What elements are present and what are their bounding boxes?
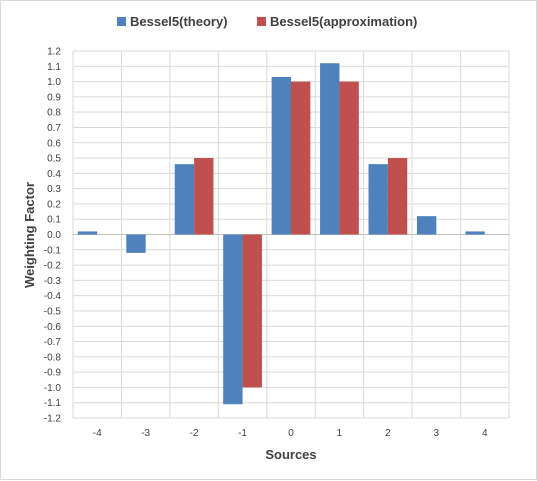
bar-series-1-cat-1 xyxy=(320,63,340,235)
bar-series-1-cat-3 xyxy=(416,216,437,235)
bar-series-1-cat-0 xyxy=(271,76,291,235)
y-tick-label: -0.6 xyxy=(44,322,62,333)
y-tick-label: 0.0 xyxy=(47,230,61,241)
y-tick-label: -1.1 xyxy=(44,398,62,409)
x-tick-label: -1 xyxy=(238,428,247,439)
x-tick-label: 1 xyxy=(337,428,343,439)
legend-swatch-2 xyxy=(257,17,266,26)
legend-label-2: Bessel5(approximation) xyxy=(270,14,417,29)
bar-series-1-cat--3 xyxy=(126,234,146,253)
y-tick-label: -1.2 xyxy=(44,414,62,425)
x-tick-label: 3 xyxy=(434,428,440,439)
bar-series-1-cat-4 xyxy=(465,231,485,235)
x-tick-label: -4 xyxy=(93,428,102,439)
y-tick-label: 0.9 xyxy=(47,92,61,103)
y-tick-labels: 1.2 1.1 1.0 0.9 0.8 0.7 0.6 0.5 0.4 0.3 0.2 0.1 0.0 -… xyxy=(44,47,62,425)
legend-swatch-1 xyxy=(117,17,126,26)
y-tick-label: -0.4 xyxy=(44,291,62,302)
legend: Bessel5(theory) Bessel5(approximation) xyxy=(117,14,417,29)
bar-series-2-cat-0 xyxy=(291,81,311,235)
y-tick-label: -1.0 xyxy=(44,383,62,394)
y-tick-label: -0.1 xyxy=(44,245,62,256)
y-tick-label: 0.8 xyxy=(47,108,61,119)
bar-series-1-cat-2 xyxy=(368,164,388,235)
x-tick-labels: -4 -3 -2 -1 0 1 2 3 4 xyxy=(93,428,488,439)
y-tick-label: 0.3 xyxy=(47,184,61,195)
y-tick-label: -0.7 xyxy=(44,337,62,348)
bar-series-1-cat--4 xyxy=(77,231,98,235)
legend-label-1: Bessel5(theory) xyxy=(130,14,228,29)
bar-series-2-cat--2 xyxy=(194,158,214,235)
y-tick-label: 1.1 xyxy=(47,62,61,73)
bar-series-1-cat--2 xyxy=(174,164,195,235)
y-tick-label: 1.0 xyxy=(47,77,61,88)
y-tick-label: 0.5 xyxy=(47,154,61,165)
y-tick-label: -0.8 xyxy=(44,352,62,363)
x-tick-label: -2 xyxy=(190,428,199,439)
x-tick-label: 4 xyxy=(482,428,488,439)
bars xyxy=(77,63,485,405)
bar-series-2-cat-1 xyxy=(339,81,359,235)
bar-series-1-cat--1 xyxy=(223,234,243,405)
y-tick-label: -0.2 xyxy=(44,261,62,272)
x-axis-title: Sources xyxy=(265,447,316,462)
x-tick-label: -3 xyxy=(141,428,150,439)
y-tick-label: 0.2 xyxy=(47,199,61,210)
y-tick-label: -0.9 xyxy=(44,368,62,379)
x-tick-label: 0 xyxy=(288,428,294,439)
y-tick-label: -0.5 xyxy=(44,306,62,317)
y-tick-label: -0.3 xyxy=(44,276,62,287)
y-tick-label: 0.1 xyxy=(47,215,61,226)
bar-series-2-cat--1 xyxy=(242,234,262,388)
bar-series-2-cat-2 xyxy=(387,158,408,235)
y-axis-title: Weighting Factor xyxy=(22,182,37,288)
y-tick-label: 0.7 xyxy=(47,123,61,134)
y-tick-label: 0.4 xyxy=(47,169,61,180)
y-tick-label: 1.2 xyxy=(47,47,61,58)
x-tick-label: 2 xyxy=(385,428,391,439)
y-tick-label: 0.6 xyxy=(47,138,61,149)
